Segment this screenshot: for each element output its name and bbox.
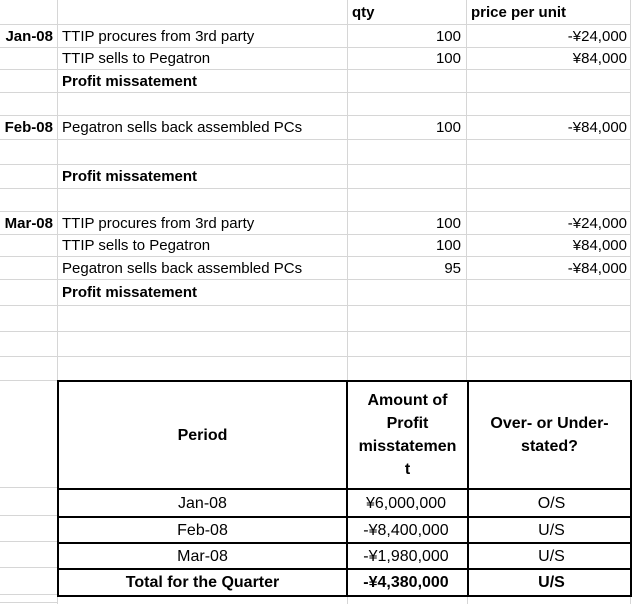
description-cell[interactable]: Profit missatement [58,165,348,189]
month-cell[interactable] [0,189,58,212]
description-cell[interactable] [58,189,348,212]
summary-period-cell[interactable]: Mar-08 [59,544,348,570]
month-cell[interactable] [0,93,58,116]
description-cell[interactable] [58,140,348,165]
qty-cell[interactable]: 100 [348,25,467,48]
qty-cell[interactable] [348,332,467,357]
summary-flag-cell[interactable]: O/S [469,490,632,518]
month-cell[interactable]: Feb-08 [0,116,58,140]
summary-total-amount-cell[interactable]: -¥4,380,000 [348,570,469,597]
price-cell[interactable] [467,70,631,93]
gridline-stub-column [0,381,57,603]
month-cell[interactable] [0,235,58,257]
description-cell[interactable]: TTIP sells to Pegatron [58,235,348,257]
qty-cell[interactable] [348,357,467,381]
month-cell[interactable] [0,165,58,189]
description-cell[interactable] [58,93,348,116]
gridline-stub [0,568,57,595]
qty-cell[interactable]: 100 [348,212,467,235]
description-cell[interactable] [58,357,348,381]
description-cell[interactable]: Profit missatement [58,70,348,93]
gridline-stub [57,596,58,604]
price-cell[interactable] [467,165,631,189]
month-cell[interactable] [0,332,58,357]
month-cell[interactable] [0,280,58,306]
qty-cell[interactable]: 100 [348,48,467,70]
summary-flag-cell[interactable]: U/S [469,518,632,544]
price-cell[interactable]: -¥24,000 [467,212,631,235]
description-cell[interactable]: TTIP procures from 3rd party [58,212,348,235]
summary-period-cell[interactable]: Jan-08 [59,490,348,518]
price-cell[interactable] [467,306,631,332]
description-cell[interactable]: Pegatron sells back assembled PCs [58,257,348,280]
summary-amount-cell[interactable]: -¥1,980,000 [348,544,469,570]
month-cell[interactable] [0,357,58,381]
description-cell[interactable]: TTIP sells to Pegatron [58,48,348,70]
summary-total-flag-cell[interactable]: U/S [469,570,632,597]
gridline-stub [630,596,631,604]
qty-cell[interactable]: 100 [348,235,467,257]
qty-cell[interactable] [348,140,467,165]
qty-cell[interactable] [348,70,467,93]
gridline-stub [0,516,57,542]
description-cell[interactable] [58,332,348,357]
price-cell[interactable]: -¥24,000 [467,25,631,48]
month-cell[interactable] [0,48,58,70]
gridline-stub [0,542,57,568]
qty-cell[interactable] [348,189,467,212]
price-cell[interactable]: -¥84,000 [467,257,631,280]
summary-header-flag[interactable]: Over- or Under- stated? [469,382,632,490]
description-cell[interactable] [58,0,348,25]
summary-header-amount[interactable]: Amount of Profit misstatemen t [348,382,469,490]
price-cell[interactable] [467,140,631,165]
summary-period-cell[interactable]: Feb-08 [59,518,348,544]
gridline-stub [467,596,468,604]
price-cell[interactable]: -¥84,000 [467,116,631,140]
price-cell[interactable]: ¥84,000 [467,235,631,257]
qty-cell[interactable] [348,280,467,306]
price-cell[interactable]: ¥84,000 [467,48,631,70]
summary-total-label-cell[interactable]: Total for the Quarter [59,570,348,597]
month-cell[interactable] [0,257,58,280]
price-cell[interactable] [467,332,631,357]
qty-cell[interactable]: 100 [348,116,467,140]
summary-amount-cell[interactable]: ¥6,000,000 [348,490,469,518]
price-cell[interactable] [467,189,631,212]
price-cell[interactable] [467,93,631,116]
month-cell[interactable] [0,0,58,25]
description-cell[interactable]: Pegatron sells back assembled PCs [58,116,348,140]
month-cell[interactable]: Jan-08 [0,25,58,48]
price-cell[interactable] [467,357,631,381]
gridline-stub [347,596,348,604]
qty-cell[interactable]: 95 [348,257,467,280]
transactions-grid: qty price per unit Jan-08 TTIP procures … [0,0,631,381]
month-cell[interactable] [0,70,58,93]
gridline-stub [0,381,57,488]
month-cell[interactable] [0,140,58,165]
summary-flag-cell[interactable]: U/S [469,544,632,570]
qty-header-cell[interactable]: qty [348,0,467,25]
month-cell[interactable]: Mar-08 [0,212,58,235]
summary-header-period[interactable]: Period [59,382,348,490]
gridline-stub [0,488,57,516]
qty-cell[interactable] [348,306,467,332]
price-header-cell[interactable]: price per unit [467,0,631,25]
price-cell[interactable] [467,280,631,306]
qty-cell[interactable] [348,165,467,189]
description-cell[interactable] [58,306,348,332]
month-cell[interactable] [0,306,58,332]
description-cell[interactable]: Profit missatement [58,280,348,306]
summary-amount-cell[interactable]: -¥8,400,000 [348,518,469,544]
description-cell[interactable]: TTIP procures from 3rd party [58,25,348,48]
qty-cell[interactable] [348,93,467,116]
gridline-stub [0,595,57,603]
summary-table: Period Amount of Profit misstatemen t Ov… [57,380,632,597]
